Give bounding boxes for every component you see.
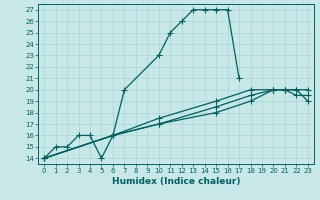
- X-axis label: Humidex (Indice chaleur): Humidex (Indice chaleur): [112, 177, 240, 186]
